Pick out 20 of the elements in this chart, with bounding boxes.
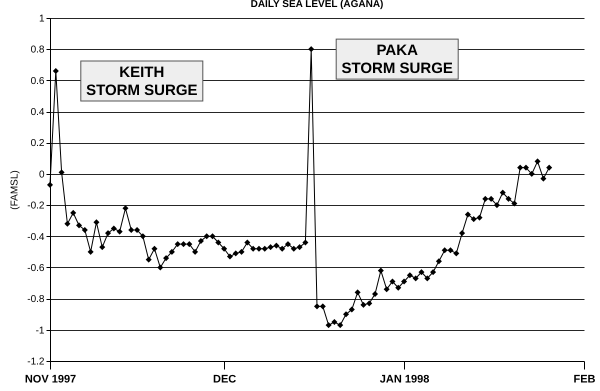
x-tick-label: DEC xyxy=(213,374,236,386)
y-tick-label: 0.8 xyxy=(30,44,45,56)
chart-title: DAILY SEA LEVEL (AGANA) xyxy=(250,0,384,10)
y-tick-label: -0.8 xyxy=(27,294,45,306)
x-tick-label: FEB xyxy=(574,374,596,386)
annotation: KEITH STORM SURGE xyxy=(86,64,198,100)
y-tick-label: -1.2 xyxy=(27,356,45,368)
y-tick-label: -1 xyxy=(36,325,45,336)
x-tick-label: JAN 1998 xyxy=(380,374,430,386)
y-axis-title: (FAMSL) xyxy=(9,170,20,210)
y-tick-label: 0.6 xyxy=(30,76,45,87)
y-tick-label: -0.4 xyxy=(27,232,45,243)
y-tick-label: 0.4 xyxy=(30,107,45,118)
y-tick-label: -0.2 xyxy=(27,200,45,212)
y-tick-label: -0.6 xyxy=(27,262,45,274)
y-tick-label: 1 xyxy=(38,14,45,24)
annotation: PAKA STORM SURGE xyxy=(341,42,453,78)
y-tick-label: 0.2 xyxy=(30,138,45,150)
y-tick-label: 0 xyxy=(38,169,45,180)
x-tick-label: NOV 1997 xyxy=(24,374,76,386)
